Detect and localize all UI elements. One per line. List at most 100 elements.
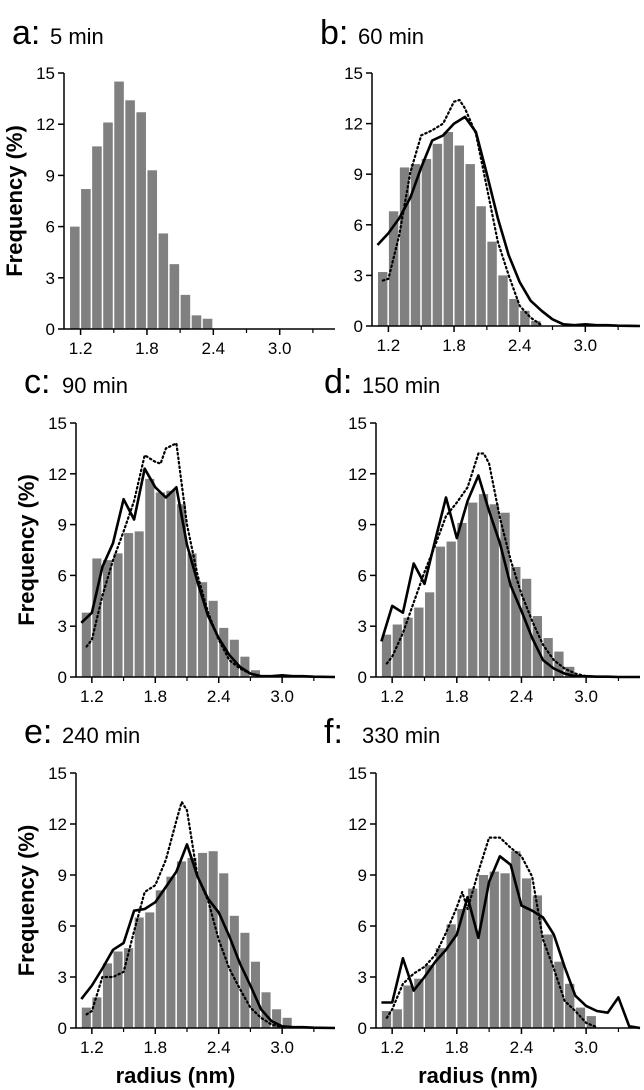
histogram-bar <box>403 985 413 1028</box>
panel-title: 330 min <box>362 723 440 748</box>
histogram-bar <box>208 851 218 1028</box>
panel-c: c: 90 min 0 3 6 9 12 15 1.2 1.8 2.4 3.0 Frequency (%… <box>14 363 336 706</box>
y-tick-label: 12 <box>344 115 363 134</box>
histogram-bar <box>134 531 144 677</box>
histogram-bar <box>282 1017 292 1028</box>
histogram-bar <box>81 1007 91 1028</box>
panel-b: b: 60 min 0 3 6 9 12 15 1.2 1.8 2.4 3.0 <box>320 14 641 355</box>
x-tick-label: 3.0 <box>268 339 292 358</box>
panel-letter: d: <box>324 363 352 401</box>
histogram-bar <box>531 320 541 326</box>
histogram-bar <box>219 627 229 677</box>
histogram-bar <box>457 909 467 1028</box>
panel-letter: a: <box>12 14 40 52</box>
y-tick-label: 0 <box>358 1019 367 1038</box>
panel-letter: f: <box>324 713 343 751</box>
histogram-bar <box>465 164 475 326</box>
y-tick-label: 6 <box>354 216 363 235</box>
y-tick-label: 6 <box>58 917 67 936</box>
y-tick-label: 3 <box>354 266 363 285</box>
fit-line-dotted <box>85 800 284 1029</box>
x-tick-label: 2.4 <box>510 687 534 706</box>
histogram-bar <box>261 992 271 1028</box>
x-tick-label: 1.2 <box>80 687 104 706</box>
histogram-bar <box>446 924 456 1028</box>
histogram-bar <box>198 582 208 677</box>
y-tick-label: 9 <box>46 166 55 185</box>
panel-f: f: 330 min 0 3 6 9 12 15 1.2 1.8 2.4 3.0 radius (nm) <box>324 713 641 1088</box>
histogram-bar <box>219 873 229 1028</box>
y-tick-label: 15 <box>348 764 367 783</box>
histogram-bar <box>521 578 532 677</box>
histogram-bar <box>145 912 155 1028</box>
y-tick-label: 12 <box>348 815 367 834</box>
x-axis-title: radius (nm) <box>418 1063 538 1088</box>
x-tick-label: 3.0 <box>573 336 597 355</box>
histogram-bar <box>166 490 176 677</box>
histogram-bar <box>240 656 250 677</box>
histogram-bar <box>478 494 489 677</box>
histogram-bar <box>169 264 180 329</box>
y-tick-label: 9 <box>58 866 67 885</box>
panel-letter: c: <box>24 363 50 401</box>
histogram-bar <box>521 878 532 1028</box>
histogram-bar <box>468 502 478 677</box>
histogram-bar <box>158 233 169 329</box>
x-tick-label: 3.0 <box>270 1038 294 1057</box>
histogram-bar <box>187 858 197 1028</box>
histogram-bar <box>103 122 113 329</box>
histogram-bar <box>468 888 478 1028</box>
histogram-bar <box>446 541 456 677</box>
x-tick-label: 1.8 <box>445 1038 469 1057</box>
x-tick-label: 3.0 <box>270 687 294 706</box>
x-tick-label: 1.8 <box>442 336 466 355</box>
histogram-bar <box>410 164 421 326</box>
histogram-bar <box>532 895 543 1028</box>
fit-line-solid <box>376 115 641 328</box>
histogram-bar <box>155 890 165 1028</box>
histogram-bar <box>565 666 575 677</box>
histogram-bar <box>92 146 102 329</box>
histogram-bar <box>208 600 218 677</box>
histogram-bar <box>70 226 80 329</box>
histogram-bar <box>113 553 123 677</box>
histogram-bar <box>381 1011 392 1028</box>
histogram-bar <box>421 159 432 326</box>
y-tick-label: 3 <box>358 617 367 636</box>
histogram-bar <box>543 934 553 1028</box>
histogram-bar <box>414 607 424 677</box>
x-tick-label: 1.8 <box>143 687 167 706</box>
y-tick-label: 9 <box>358 866 367 885</box>
histogram-bar <box>554 961 564 1028</box>
histogram-bar <box>187 553 197 677</box>
fit-line-solid <box>80 467 336 679</box>
y-tick-label: 0 <box>358 668 367 687</box>
x-tick-label: 1.2 <box>69 339 93 358</box>
y-axis-title: Frequency (%) <box>2 125 27 277</box>
y-tick-label: 15 <box>48 414 67 433</box>
histogram-bar <box>399 167 410 326</box>
x-tick-label: 1.8 <box>143 1038 167 1057</box>
panel-title: 90 min <box>62 373 128 398</box>
histogram-bar <box>543 638 553 677</box>
histogram-bar <box>476 206 486 326</box>
y-tick-label: 6 <box>358 917 367 936</box>
y-tick-label: 0 <box>354 317 363 336</box>
histogram-bar <box>176 504 186 677</box>
histogram-bar <box>381 634 392 677</box>
y-tick-label: 6 <box>46 218 55 237</box>
histogram-bar <box>102 560 112 677</box>
fit-line-dotted <box>385 452 588 678</box>
histogram-bar <box>155 492 165 677</box>
y-tick-label: 9 <box>358 516 367 535</box>
y-tick-label: 12 <box>36 115 55 134</box>
histogram-bar <box>489 504 499 677</box>
y-tick-label: 15 <box>36 64 55 83</box>
x-tick-label: 2.4 <box>508 336 532 355</box>
x-tick-label: 3.0 <box>574 1038 598 1057</box>
x-axis-title: radius (nm) <box>116 1063 236 1088</box>
panel-title: 60 min <box>358 24 424 49</box>
histogram-bar <box>229 915 239 1028</box>
fit-line-dotted <box>385 836 599 1029</box>
histogram-bar <box>92 997 102 1028</box>
